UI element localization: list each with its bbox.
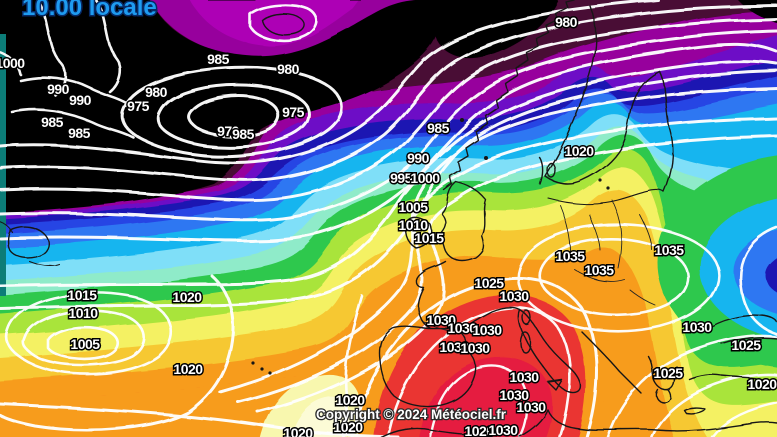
timestamp-label: 10.00 locale — [22, 0, 157, 21]
isobar-label: 1020 — [747, 376, 777, 392]
isobar-label: 1020 — [564, 143, 594, 159]
isobar-label: 1010 — [68, 305, 98, 321]
isobar-label: 1005 — [70, 336, 100, 352]
isobar-label: 990 — [407, 150, 430, 166]
isobar-label: 1020 — [173, 361, 203, 377]
isobar-label: 985 — [68, 125, 91, 141]
isobar-label: 975 — [127, 98, 150, 114]
isobar-label: 1005 — [398, 199, 428, 215]
isobar-label: 1030 — [682, 319, 712, 335]
isobar-label: 1030 — [426, 312, 456, 328]
isobar-label: 1035 — [555, 248, 585, 264]
isobar-label: 985 — [207, 51, 230, 67]
isobar-label: 1020 — [172, 289, 202, 305]
isobar-label: 1030 — [472, 322, 502, 338]
isobar-label: 995 — [390, 170, 413, 186]
isobar-label: 980 — [277, 61, 300, 77]
isobar-label: 1030 — [516, 399, 546, 415]
isobar-label: 1030 — [499, 387, 529, 403]
isobar-label: 980 — [555, 14, 578, 30]
isobar-label: 1030 — [439, 339, 469, 355]
isobar-label: 985 — [427, 120, 450, 136]
isobar-label: 1020 — [335, 392, 365, 408]
isobar-label: 980 — [145, 84, 168, 100]
copyright-label: Copyright © 2024 Météociel.fr — [316, 407, 507, 422]
isobar-label: 1030 — [488, 422, 518, 437]
isobar-label: 975 — [282, 104, 305, 120]
isobar-label: 1025 — [653, 365, 683, 381]
isobar-label: 1035 — [584, 262, 614, 278]
isobar-label: 985 — [232, 126, 255, 142]
isobar-label: 1020 — [283, 425, 313, 437]
isobar-label: 1035 — [654, 242, 684, 258]
isobar-label: 990 — [47, 81, 70, 97]
isobar-labels-layer: 1000990990985985975980985970975980980985… — [0, 13, 777, 437]
isobar-label: 1025 — [474, 275, 504, 291]
island-dots — [251, 118, 610, 375]
isobar-label: 1010 — [398, 217, 428, 233]
isobar-label: 1025 — [731, 337, 761, 353]
isobar-label: 1000 — [410, 170, 440, 186]
isobar-label: 985 — [41, 114, 64, 130]
isobar-label: 970 — [217, 123, 240, 139]
isobar-label: 1030 — [447, 320, 477, 336]
isobar-label: 1030 — [509, 369, 539, 385]
isobar-label: 1030 — [499, 288, 529, 304]
isobar-label: 1000 — [0, 55, 25, 71]
isobar-label: 990 — [69, 92, 92, 108]
map-edge-strip — [0, 34, 6, 296]
isobar-label: 1020 — [464, 423, 494, 437]
isobar-label: 1030 — [460, 340, 490, 356]
isobar-label: 1015 — [414, 230, 444, 246]
isobar-label: 1015 — [67, 287, 97, 303]
isobar-label: 1020 — [333, 419, 363, 435]
